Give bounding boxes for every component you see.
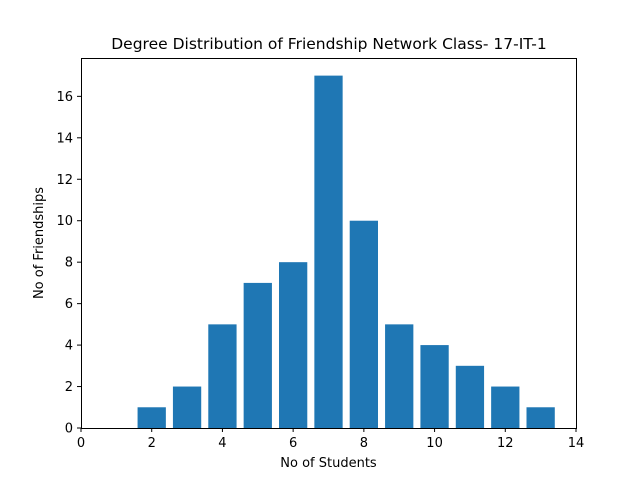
bar-3 (172, 386, 202, 428)
y-tick-label: 10 (56, 214, 73, 229)
y-tick-label: 4 (65, 339, 73, 354)
y-tick-label: 0 (65, 422, 73, 437)
y-tick-label: 16 (56, 90, 73, 105)
chart-title: Degree Distribution of Friendship Networ… (111, 35, 547, 53)
y-tick-label: 8 (65, 256, 73, 271)
x-axis-label: No of Students (280, 456, 377, 471)
x-tick-label: 12 (497, 436, 514, 451)
bar-12 (491, 386, 520, 428)
x-tick-label: 8 (360, 436, 368, 451)
y-axis-label: No of Friendships (32, 187, 47, 299)
plot-area-frame (81, 58, 577, 429)
x-tick-label: 2 (148, 436, 156, 451)
y-tick-label: 2 (65, 380, 73, 395)
bar-11 (455, 365, 485, 428)
y-axis-ticks: 0 2 4 6 8 10 12 14 16 (56, 90, 81, 437)
bar-9 (385, 324, 414, 428)
bar-10 (420, 345, 449, 428)
bar-13 (526, 407, 555, 428)
x-tick-label: 14 (568, 436, 585, 451)
x-tick-label: 4 (218, 436, 226, 451)
bar-4 (208, 324, 237, 428)
x-tick-label: 6 (289, 436, 297, 451)
bars-group (137, 75, 555, 428)
bar-5 (243, 282, 272, 428)
x-tick-label: 10 (426, 436, 443, 451)
y-tick-label: 14 (56, 131, 73, 146)
y-tick-label: 12 (56, 173, 73, 188)
y-tick-label: 6 (65, 297, 73, 312)
bar-6 (279, 262, 308, 428)
x-axis-ticks: 0 2 4 6 8 10 12 14 (77, 428, 584, 451)
bar-7 (314, 75, 343, 428)
bar-2 (137, 407, 166, 428)
bar-8 (349, 220, 378, 428)
x-tick-label: 0 (77, 436, 85, 451)
